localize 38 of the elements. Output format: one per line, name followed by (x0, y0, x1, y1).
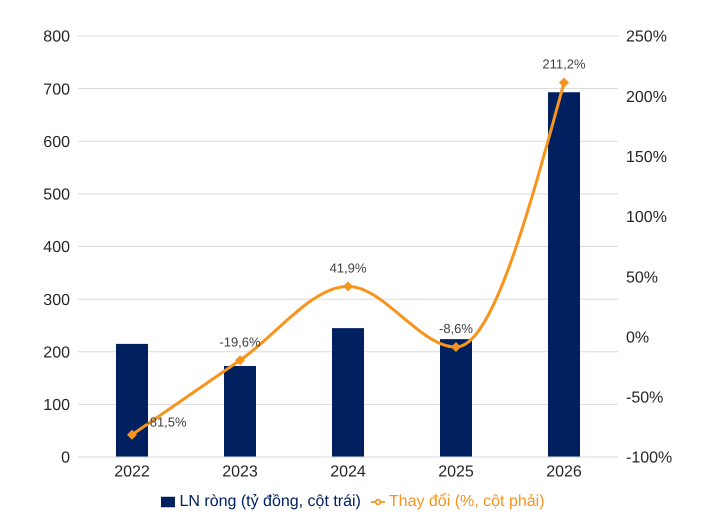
y-tick-label: 700 (43, 81, 70, 98)
y2-tick-label: 50% (626, 269, 658, 286)
y2-tick-label: 250% (626, 28, 667, 46)
legend-label: Thay đổi (%, cột phải) (388, 493, 545, 510)
y2-tick-label: -100% (626, 450, 672, 467)
bar (224, 366, 256, 457)
point (235, 355, 245, 366)
x-tick-label: 2024 (330, 463, 366, 480)
bar (548, 92, 580, 457)
point (343, 281, 353, 292)
y2-tick-label: 150% (626, 148, 667, 166)
x-tick-label: 2023 (222, 463, 258, 480)
data-label: 41,9% (330, 260, 367, 276)
y2-tick-label: 0% (626, 329, 650, 346)
y-tick-label: 0 (61, 450, 70, 467)
x-tick-label: 2026 (546, 463, 582, 480)
bar (116, 344, 148, 457)
y-tick-label: 500 (43, 186, 70, 204)
point (127, 430, 137, 440)
x-tick-label: 2025 (438, 463, 474, 480)
y-tick-label: 300 (43, 292, 70, 309)
y-tick-label: 800 (43, 28, 70, 46)
point (559, 78, 569, 88)
x-tick-label: 2022 (114, 463, 150, 480)
y-tick-label: 600 (43, 134, 70, 151)
y2-tick-label: 200% (626, 88, 667, 106)
y2-tick-label: -50% (626, 390, 664, 407)
data-label: -19,6% (219, 334, 262, 350)
point (451, 342, 461, 352)
y-tick-label: 100 (43, 397, 70, 414)
y-tick-label: 200 (43, 344, 70, 362)
bar (440, 339, 472, 457)
bar (332, 328, 364, 457)
y-tick-label: 400 (43, 239, 70, 256)
y2-tick-label: 100% (626, 209, 667, 226)
data-label: 211,2% (542, 56, 586, 72)
data-label: -8,6% (439, 321, 474, 336)
legend-label: LN ròng (tỷ đồng, cột trái) (179, 493, 361, 510)
